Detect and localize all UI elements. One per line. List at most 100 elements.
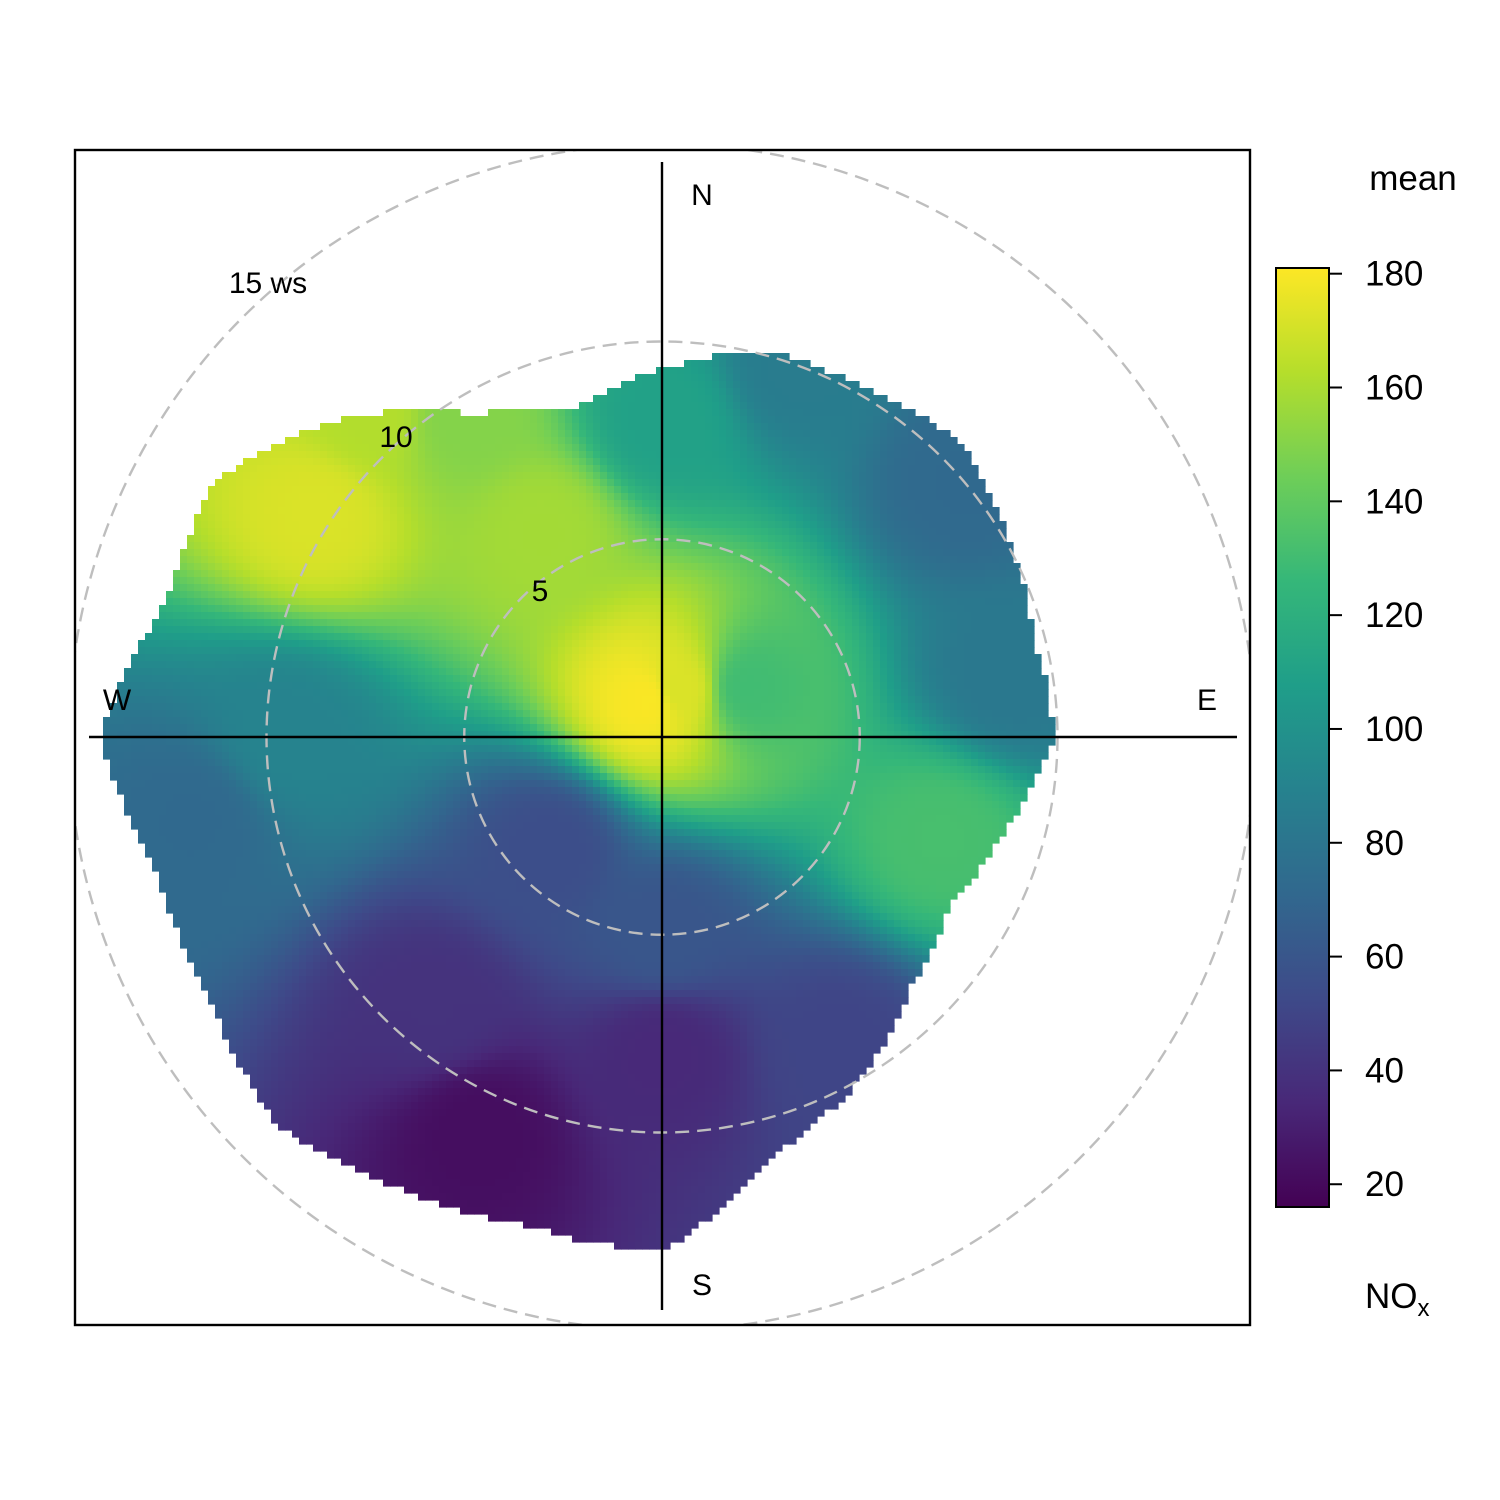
surface-cell — [684, 591, 692, 599]
surface-cell — [425, 521, 433, 529]
surface-cell — [236, 528, 244, 536]
surface-cell — [943, 689, 951, 697]
surface-cell — [642, 612, 650, 620]
surface-cell — [887, 472, 895, 480]
surface-cell — [824, 682, 832, 690]
surface-cell — [936, 563, 944, 571]
surface-cell — [845, 605, 853, 613]
surface-cell — [530, 507, 538, 515]
surface-cell — [558, 465, 566, 473]
surface-cell — [362, 647, 370, 655]
surface-cell — [740, 507, 748, 515]
surface-cell — [740, 402, 748, 410]
surface-cell — [873, 472, 881, 480]
surface-cell — [698, 528, 706, 536]
surface-cell — [495, 605, 503, 613]
surface-cell — [614, 416, 622, 424]
surface-cell — [761, 465, 769, 473]
surface-cell — [719, 542, 727, 550]
surface-cell — [796, 647, 804, 655]
surface-cell — [404, 682, 412, 690]
surface-cell — [663, 458, 671, 466]
surface-cell — [250, 584, 258, 592]
surface-cell — [523, 472, 531, 480]
surface-cell — [663, 521, 671, 529]
surface-cell — [796, 535, 804, 543]
surface-cell — [215, 563, 223, 571]
surface-cell — [145, 640, 153, 648]
surface-cell — [733, 556, 741, 564]
surface-cell — [831, 521, 839, 529]
surface-cell — [460, 633, 468, 641]
surface-cell — [355, 605, 363, 613]
surface-cell — [383, 556, 391, 564]
surface-cell — [635, 451, 643, 459]
surface-cell — [957, 682, 965, 690]
surface-cell — [670, 598, 678, 606]
surface-cell — [376, 563, 384, 571]
surface-cell — [775, 521, 783, 529]
surface-cell — [607, 416, 615, 424]
surface-cell — [845, 556, 853, 564]
surface-cell — [502, 493, 510, 501]
surface-cell — [740, 640, 748, 648]
surface-cell — [327, 619, 335, 627]
surface-cell — [201, 591, 209, 599]
surface-cell — [873, 661, 881, 669]
surface-cell — [824, 409, 832, 417]
surface-cell — [628, 388, 636, 396]
surface-cell — [845, 388, 853, 396]
surface-cell — [439, 514, 447, 522]
surface-cell — [684, 465, 692, 473]
surface-cell — [278, 514, 286, 522]
surface-cell — [348, 542, 356, 550]
surface-cell — [565, 535, 573, 543]
surface-cell — [691, 444, 699, 452]
surface-cell — [999, 591, 1007, 599]
surface-cell — [943, 430, 951, 438]
surface-cell — [348, 472, 356, 480]
surface-cell — [481, 535, 489, 543]
surface-cell — [502, 661, 510, 669]
surface-cell — [684, 444, 692, 452]
surface-cell — [635, 374, 643, 382]
surface-cell — [950, 451, 958, 459]
surface-cell — [796, 465, 804, 473]
surface-cell — [390, 549, 398, 557]
surface-cell — [320, 633, 328, 641]
surface-cell — [950, 458, 958, 466]
surface-cell — [187, 542, 195, 550]
surface-cell — [761, 626, 769, 634]
surface-cell — [376, 654, 384, 662]
surface-cell — [551, 535, 559, 543]
surface-cell — [663, 654, 671, 662]
surface-cell — [614, 395, 622, 403]
surface-cell — [453, 549, 461, 557]
surface-cell — [712, 528, 720, 536]
surface-cell — [565, 542, 573, 550]
surface-cell — [621, 591, 629, 599]
surface-cell — [481, 598, 489, 606]
surface-cell — [201, 647, 209, 655]
surface-cell — [537, 549, 545, 557]
surface-cell — [1006, 633, 1014, 641]
surface-cell — [971, 556, 979, 564]
surface-cell — [565, 416, 573, 424]
surface-cell — [362, 689, 370, 697]
surface-cell — [999, 647, 1007, 655]
surface-cell — [593, 479, 601, 487]
surface-cell — [348, 528, 356, 536]
surface-cell — [516, 493, 524, 501]
surface-cell — [593, 528, 601, 536]
surface-cell — [929, 654, 937, 662]
surface-cell — [628, 661, 636, 669]
surface-cell — [859, 430, 867, 438]
surface-cell — [558, 605, 566, 613]
surface-cell — [264, 675, 272, 683]
surface-cell — [796, 570, 804, 578]
surface-cell — [712, 395, 720, 403]
surface-cell — [544, 521, 552, 529]
surface-cell — [173, 619, 181, 627]
surface-cell — [761, 500, 769, 508]
surface-cell — [971, 528, 979, 536]
